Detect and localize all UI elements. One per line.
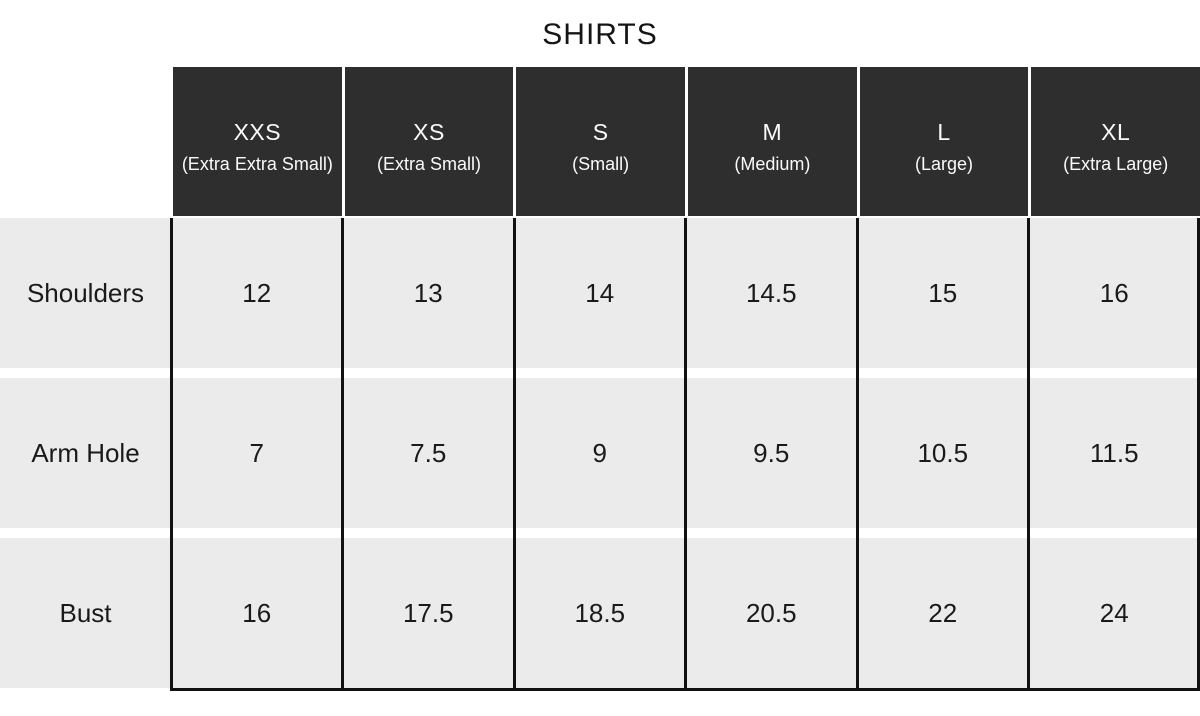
value-cell: 17.5 bbox=[342, 538, 514, 688]
column-divider-line bbox=[513, 218, 516, 688]
column-divider-line bbox=[341, 218, 344, 688]
column-full-label: (Small) bbox=[572, 153, 630, 174]
column-header: XS (Extra Small) bbox=[344, 67, 514, 216]
size-header-row: XXS (Extra Extra Small) XS (Extra Small) S (S… bbox=[173, 67, 1200, 216]
table-row: Arm Hole 7 7.5 9 9.5 10.5 11.5 bbox=[0, 378, 1200, 528]
value-cell: 20.5 bbox=[685, 538, 857, 688]
value-cell: 11.5 bbox=[1028, 378, 1200, 528]
column-full-label: (Extra Small) bbox=[377, 153, 482, 174]
value-cell: 15 bbox=[857, 218, 1029, 368]
column-full-label: (Large) bbox=[915, 153, 974, 174]
column-header: L (Large) bbox=[859, 67, 1029, 216]
value-cell: 14 bbox=[514, 218, 686, 368]
value-cell: 7.5 bbox=[342, 378, 514, 528]
value-cell: 7 bbox=[171, 378, 343, 528]
value-cell: 24 bbox=[1028, 538, 1200, 688]
table-row: Shoulders 12 13 14 14.5 15 16 bbox=[0, 218, 1200, 368]
value-cell: 18.5 bbox=[514, 538, 686, 688]
column-size-label: XXS bbox=[233, 118, 282, 145]
value-cell: 16 bbox=[1028, 218, 1200, 368]
column-size-label: XS bbox=[413, 118, 445, 145]
column-header: M (Medium) bbox=[688, 67, 857, 216]
column-full-label: (Extra Large) bbox=[1063, 153, 1169, 174]
column-divider-line bbox=[856, 218, 859, 688]
column-full-label: (Medium) bbox=[734, 153, 811, 174]
value-cell: 9 bbox=[514, 378, 686, 528]
value-cell: 10.5 bbox=[857, 378, 1029, 528]
column-header: S (Small) bbox=[516, 67, 686, 216]
column-divider-line bbox=[170, 218, 173, 688]
column-size-label: S bbox=[592, 118, 609, 145]
value-cell: 12 bbox=[171, 218, 343, 368]
column-header: XXS (Extra Extra Small) bbox=[173, 67, 342, 216]
row-label: Bust bbox=[0, 538, 171, 688]
value-cell: 22 bbox=[857, 538, 1029, 688]
table-bottom-border bbox=[170, 688, 1200, 691]
column-size-label: L bbox=[937, 118, 951, 145]
column-size-label: XL bbox=[1101, 118, 1131, 145]
value-cell: 13 bbox=[342, 218, 514, 368]
row-label: Arm Hole bbox=[0, 378, 171, 528]
column-divider-line bbox=[684, 218, 687, 688]
row-label: Shoulders bbox=[0, 218, 171, 368]
table-row: Bust 16 17.5 18.5 20.5 22 24 bbox=[0, 538, 1200, 688]
value-cell: 9.5 bbox=[685, 378, 857, 528]
page-title: SHIRTS bbox=[542, 18, 658, 51]
table-right-border bbox=[1197, 218, 1200, 688]
column-divider-line bbox=[1027, 218, 1030, 688]
column-header: XL (Extra Large) bbox=[1031, 67, 1200, 216]
table-body: Shoulders 12 13 14 14.5 15 16 Arm Hole 7 7.5 9 9.5 1… bbox=[0, 218, 1200, 691]
value-cell: 14.5 bbox=[685, 218, 857, 368]
column-full-label: (Extra Extra Small) bbox=[181, 153, 333, 174]
value-cell: 16 bbox=[171, 538, 343, 688]
column-size-label: M bbox=[762, 118, 783, 145]
